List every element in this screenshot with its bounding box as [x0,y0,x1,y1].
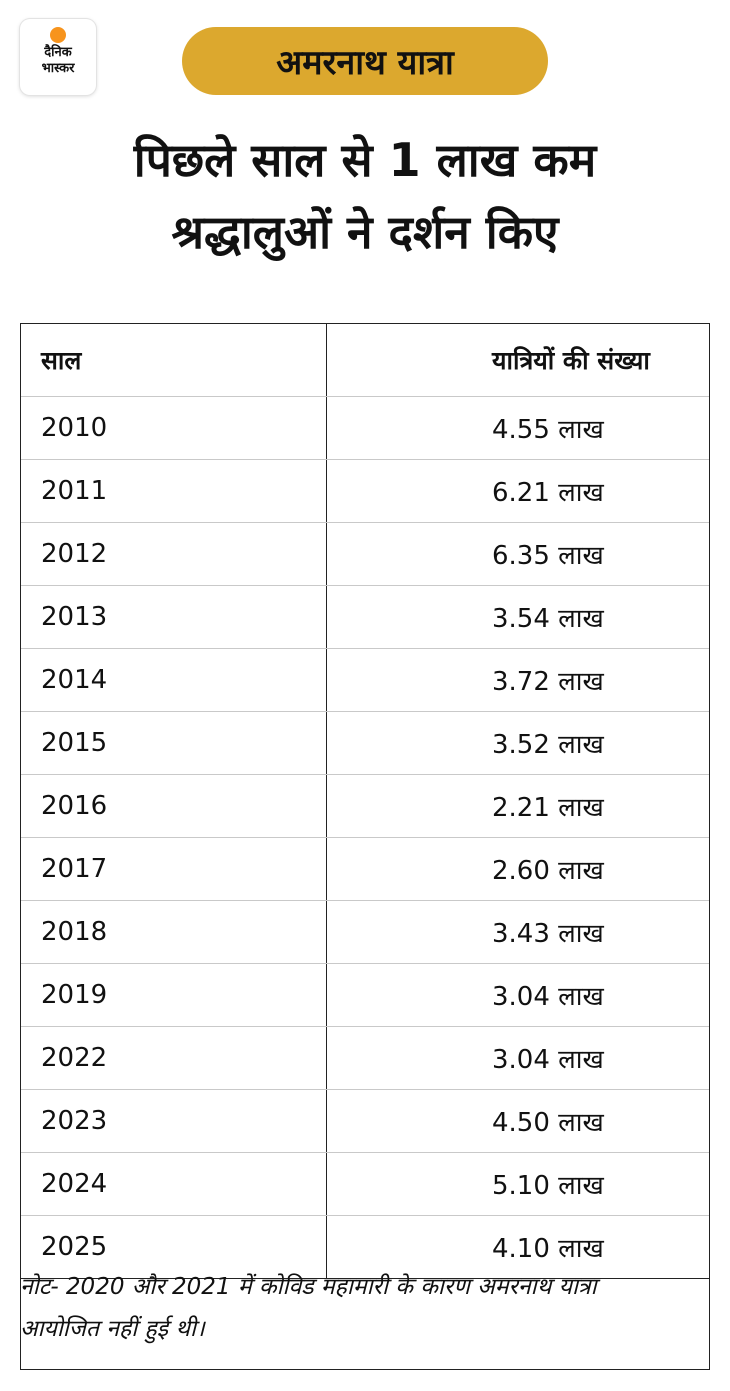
year-cell: 2023 [21,1089,327,1153]
table-row: 2010 4.55 लाख [21,396,709,460]
pilgrims-cell: 3.04 लाख [326,963,709,1027]
year-cell: 2015 [21,711,327,775]
pilgrims-cell: 3.52 लाख [326,711,709,775]
logo-text-line2: भास्कर [41,61,75,76]
table-row: 2013 3.54 लाख [21,585,709,649]
year-cell: 2011 [21,459,327,523]
year-cell: 2016 [21,774,327,838]
pilgrims-cell: 3.04 लाख [326,1026,709,1090]
year-cell: 2024 [21,1152,327,1216]
pilgrims-cell: 3.72 लाख [326,648,709,712]
table-row: 2023 4.50 लाख [21,1089,709,1153]
table-row: 2017 2.60 लाख [21,837,709,901]
table-row: 2011 6.21 लाख [21,459,709,523]
year-cell: 2014 [21,648,327,712]
headline-line2: श्रद्धालुओं ने दर्शन किए [171,205,559,259]
table-row: 2022 3.04 लाख [21,1026,709,1090]
column-header-pilgrims: यात्रियों की संख्या [326,324,709,397]
table-row: 2019 3.04 लाख [21,963,709,1027]
pilgrims-cell: 4.55 लाख [326,396,709,460]
year-cell: 2010 [21,396,327,460]
column-header-year: साल [21,324,327,397]
pilgrims-cell: 4.10 लाख [326,1215,709,1279]
table-row: 2014 3.72 लाख [21,648,709,712]
logo-sun-dot [50,27,66,43]
pilgrims-cell: 6.35 लाख [326,522,709,586]
pilgrims-cell: 3.54 लाख [326,585,709,649]
pilgrims-cell: 2.60 लाख [326,837,709,901]
pilgrims-cell: 6.21 लाख [326,459,709,523]
headline-line1: पिछले साल से 1 लाख कम [133,133,597,187]
year-cell: 2018 [21,900,327,964]
pilgrims-cell: 5.10 लाख [326,1152,709,1216]
table-row: 2025 4.10 लाख [21,1215,709,1279]
table-row: 2024 5.10 लाख [21,1152,709,1216]
table-row: 2016 2.21 लाख [21,774,709,838]
pilgrims-table: साल यात्रियों की संख्या 2010 4.55 लाख 2011… [20,323,710,1370]
year-cell: 2019 [21,963,327,1027]
dainik-bhaskar-logo: दैनिक भास्कर [20,19,96,95]
year-cell: 2017 [21,837,327,901]
year-cell: 2012 [21,522,327,586]
table-row: 2012 6.35 लाख [21,522,709,586]
year-cell: 2013 [21,585,327,649]
topic-tag: अमरनाथ यात्रा [182,27,548,95]
table-row: 2018 3.43 लाख [21,900,709,964]
table-header-row: साल यात्रियों की संख्या [21,324,709,397]
footnote: नोट- 2020 और 2021 में कोविड महामारी के क… [20,1274,597,1342]
table-row: 2015 3.52 लाख [21,711,709,775]
headline: पिछले साल से 1 लाख कम श्रद्धालुओं ने दर्… [20,124,710,268]
pilgrims-cell: 4.50 लाख [326,1089,709,1153]
logo-text-line1: दैनिक [44,45,72,60]
data-table: साल यात्रियों की संख्या 2010 4.55 लाख 2011… [21,324,709,1279]
pilgrims-cell: 3.43 लाख [326,900,709,964]
year-cell: 2025 [21,1215,327,1279]
pilgrims-cell: 2.21 लाख [326,774,709,838]
table-body: 2010 4.55 लाख 2011 6.21 लाख 2012 6.35 लाख 2013… [21,396,709,1279]
year-cell: 2022 [21,1026,327,1090]
